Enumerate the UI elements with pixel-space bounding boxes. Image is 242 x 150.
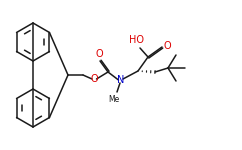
Text: N: N (117, 75, 125, 85)
Text: O: O (95, 49, 103, 59)
Text: O: O (163, 41, 171, 51)
Text: O: O (90, 74, 98, 84)
Text: Me: Me (108, 96, 120, 105)
Text: HO: HO (129, 35, 144, 45)
